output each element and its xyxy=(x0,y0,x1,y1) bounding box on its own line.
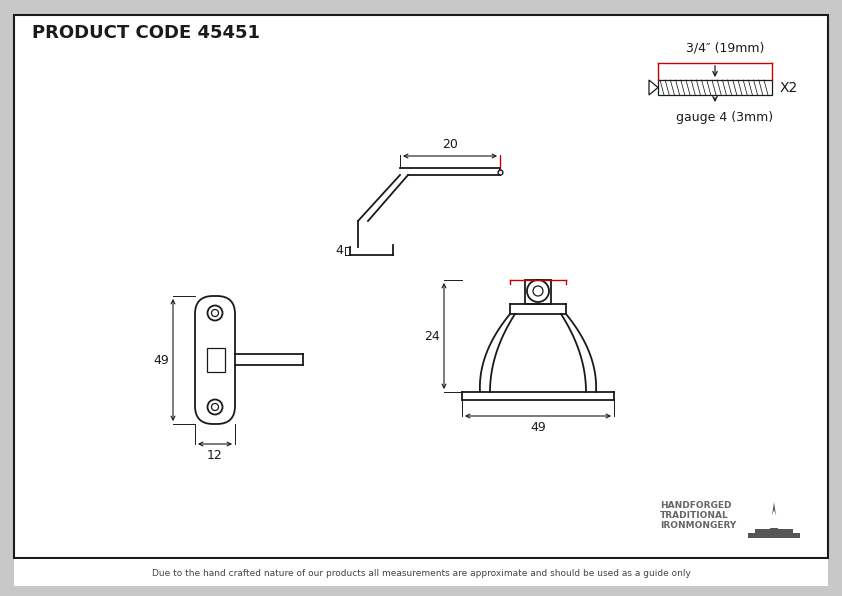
Text: 20: 20 xyxy=(442,138,458,151)
Circle shape xyxy=(207,399,222,414)
Text: 12: 12 xyxy=(207,449,223,462)
Text: 49: 49 xyxy=(530,421,546,434)
Text: HANDFORGED: HANDFORGED xyxy=(660,501,732,511)
Circle shape xyxy=(533,286,543,296)
Text: 3/4″ (19mm): 3/4″ (19mm) xyxy=(686,42,765,54)
FancyBboxPatch shape xyxy=(195,296,235,424)
Text: TRADITIONAL: TRADITIONAL xyxy=(660,511,728,520)
Text: 49: 49 xyxy=(153,353,169,367)
Text: 4: 4 xyxy=(335,244,343,257)
Bar xyxy=(525,280,551,304)
Circle shape xyxy=(527,280,549,302)
Circle shape xyxy=(207,306,222,321)
Polygon shape xyxy=(767,510,781,528)
Bar xyxy=(207,348,225,372)
Text: X2: X2 xyxy=(780,80,798,95)
Circle shape xyxy=(527,280,549,302)
Polygon shape xyxy=(649,80,658,95)
Text: IRONMONGERY: IRONMONGERY xyxy=(660,522,736,530)
Circle shape xyxy=(211,309,219,316)
Text: 24: 24 xyxy=(424,330,440,343)
Polygon shape xyxy=(748,502,800,538)
Bar xyxy=(658,80,772,95)
Bar xyxy=(14,559,828,586)
Text: Due to the hand crafted nature of our products all measurements are approximate : Due to the hand crafted nature of our pr… xyxy=(152,570,690,579)
Text: gauge 4 (3mm): gauge 4 (3mm) xyxy=(676,110,774,123)
Text: PRODUCT CODE 45451: PRODUCT CODE 45451 xyxy=(32,24,260,42)
Circle shape xyxy=(211,403,219,411)
Circle shape xyxy=(533,286,543,296)
